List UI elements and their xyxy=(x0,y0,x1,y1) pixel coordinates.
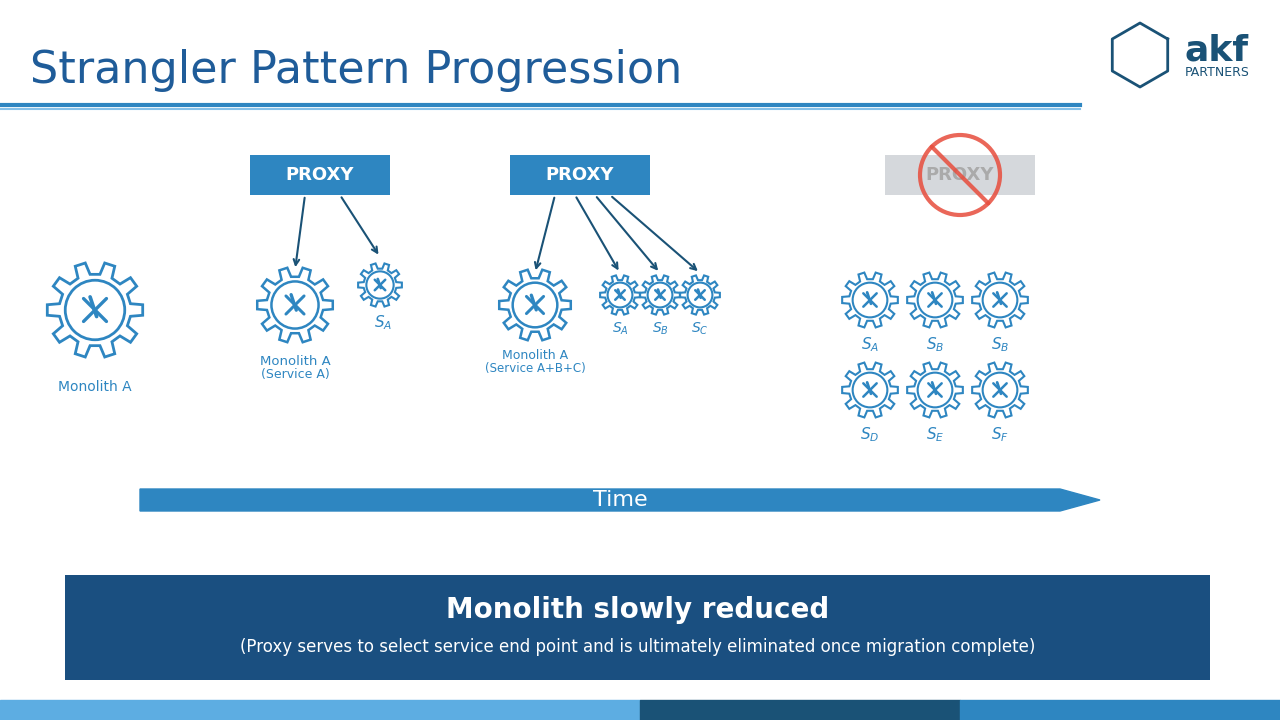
Text: Monolith slowly reduced: Monolith slowly reduced xyxy=(445,596,829,624)
Circle shape xyxy=(918,283,952,318)
Text: $S_B$: $S_B$ xyxy=(925,335,945,354)
Polygon shape xyxy=(140,489,1100,511)
Circle shape xyxy=(852,373,887,408)
Polygon shape xyxy=(908,363,963,418)
Text: $S_D$: $S_D$ xyxy=(860,425,879,444)
Text: $S_A$: $S_A$ xyxy=(374,313,392,332)
Circle shape xyxy=(983,283,1018,318)
Polygon shape xyxy=(640,700,960,720)
FancyBboxPatch shape xyxy=(509,155,650,195)
Polygon shape xyxy=(0,700,640,720)
Polygon shape xyxy=(973,363,1028,418)
Polygon shape xyxy=(960,700,1280,720)
Text: Monolith A: Monolith A xyxy=(502,349,568,362)
Text: (Proxy serves to select service end point and is ultimately eliminated once migr: (Proxy serves to select service end poin… xyxy=(239,638,1036,656)
FancyBboxPatch shape xyxy=(250,155,390,195)
Polygon shape xyxy=(680,276,719,315)
Polygon shape xyxy=(842,273,897,328)
FancyBboxPatch shape xyxy=(65,575,1210,680)
Circle shape xyxy=(608,283,632,307)
Text: akf: akf xyxy=(1185,33,1249,67)
Polygon shape xyxy=(842,363,897,418)
Circle shape xyxy=(513,283,557,328)
Text: $S_B$: $S_B$ xyxy=(652,321,668,338)
FancyBboxPatch shape xyxy=(884,155,1036,195)
Polygon shape xyxy=(358,264,402,307)
Text: $S_A$: $S_A$ xyxy=(612,321,628,338)
Circle shape xyxy=(918,373,952,408)
Circle shape xyxy=(366,271,394,299)
Polygon shape xyxy=(499,270,571,341)
Text: (Service A+B+C): (Service A+B+C) xyxy=(485,362,585,375)
Text: (Service A): (Service A) xyxy=(261,368,329,381)
Text: $S_B$: $S_B$ xyxy=(991,335,1009,354)
Circle shape xyxy=(271,282,319,328)
Circle shape xyxy=(852,283,887,318)
Text: Time: Time xyxy=(593,490,648,510)
Text: $S_C$: $S_C$ xyxy=(691,321,709,338)
Text: $S_E$: $S_E$ xyxy=(925,425,945,444)
Polygon shape xyxy=(973,273,1028,328)
Text: Monolith A: Monolith A xyxy=(58,380,132,394)
Text: Monolith A: Monolith A xyxy=(260,355,330,368)
Text: PARTNERS: PARTNERS xyxy=(1185,66,1249,78)
Polygon shape xyxy=(257,268,333,342)
Polygon shape xyxy=(47,263,142,357)
Circle shape xyxy=(648,283,672,307)
Text: PROXY: PROXY xyxy=(285,166,355,184)
Text: $S_F$: $S_F$ xyxy=(991,425,1009,444)
Text: PROXY: PROXY xyxy=(545,166,614,184)
Circle shape xyxy=(687,283,713,307)
Text: $S_A$: $S_A$ xyxy=(861,335,879,354)
Circle shape xyxy=(983,373,1018,408)
Polygon shape xyxy=(640,276,680,315)
Polygon shape xyxy=(600,276,640,315)
Circle shape xyxy=(65,280,124,340)
Text: PROXY: PROXY xyxy=(925,166,995,184)
Text: Strangler Pattern Progression: Strangler Pattern Progression xyxy=(29,48,682,91)
Polygon shape xyxy=(908,273,963,328)
